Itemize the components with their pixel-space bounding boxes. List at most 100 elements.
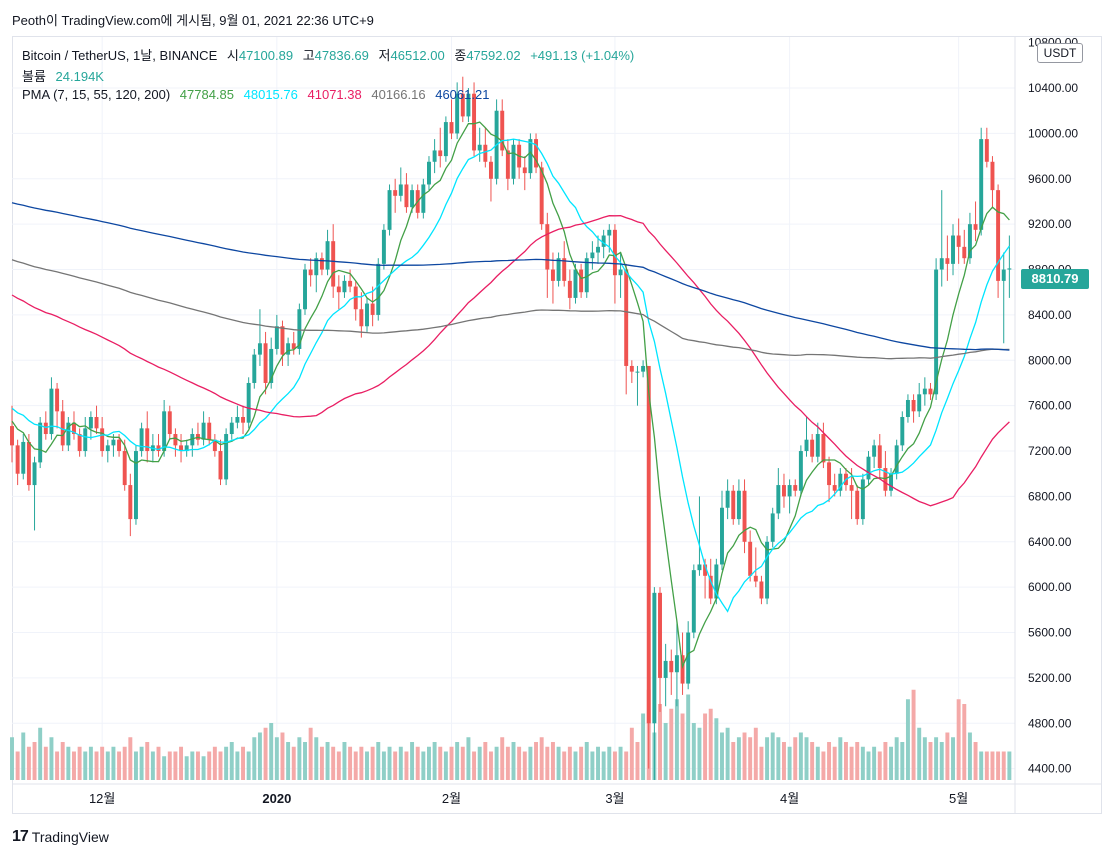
volume-bar	[365, 751, 369, 780]
volume-bar	[534, 742, 539, 780]
candle-body	[652, 592, 657, 724]
volume-bar	[680, 713, 685, 780]
high-label: 고	[302, 48, 315, 63]
volume-bar	[934, 737, 939, 780]
volume-bar	[449, 746, 454, 780]
candle-body	[748, 541, 753, 576]
currency-badge[interactable]: USDT	[1037, 43, 1083, 63]
price-tick-label: 7200.00	[1028, 444, 1072, 458]
volume-bar	[556, 746, 561, 780]
candle-body	[618, 269, 623, 276]
volume-bar	[545, 746, 550, 780]
volume-bar	[145, 742, 150, 780]
volume-bar	[765, 737, 770, 780]
time-tick-label: 3월	[605, 791, 624, 806]
volume-bar	[889, 746, 894, 780]
close-label: 종	[454, 48, 467, 63]
volume-bar	[359, 746, 364, 780]
volume-bar	[686, 694, 691, 780]
volume-bar	[342, 742, 347, 780]
volume-bar	[584, 742, 589, 780]
candle-body	[353, 286, 358, 310]
tradingview-logo-icon: 17	[12, 828, 29, 845]
volume-value: 24.194K	[55, 69, 104, 84]
candle-body	[731, 490, 736, 520]
volume-bar	[725, 727, 730, 780]
candle-body	[111, 439, 116, 446]
volume-bar	[460, 746, 465, 780]
volume-bar	[72, 751, 76, 780]
volume-bar	[167, 751, 172, 780]
candle-body	[224, 434, 229, 480]
volume-bar	[641, 713, 646, 780]
candle-body	[810, 439, 815, 457]
candle-body	[88, 417, 93, 429]
candle-body	[167, 411, 172, 435]
price-tick-label: 10400.00	[1028, 81, 1078, 95]
price-tick-label: 10000.00	[1028, 126, 1078, 140]
volume-bar	[162, 756, 167, 780]
candle-body	[1001, 269, 1006, 281]
volume-bar	[810, 742, 815, 780]
volume-bar	[691, 723, 696, 780]
candle-body	[314, 258, 319, 276]
candle-body	[66, 422, 71, 446]
volume-bar	[466, 737, 471, 780]
volume-bar	[353, 751, 358, 780]
candle-body	[263, 343, 268, 383]
candle-body	[472, 93, 477, 151]
candle-body	[539, 167, 544, 225]
candle-body	[286, 343, 291, 355]
volume-bar	[979, 751, 984, 780]
volume-bar	[669, 708, 674, 780]
volume-bar	[793, 737, 798, 780]
candle-body	[308, 269, 313, 276]
price-tick-label: 9200.00	[1028, 217, 1072, 231]
volume-bar	[286, 742, 291, 780]
volume-bar	[573, 751, 578, 780]
candle-body	[241, 417, 246, 423]
volume-bar	[877, 751, 882, 780]
candle-body	[686, 632, 691, 684]
candle-body	[522, 167, 527, 174]
symbol-name[interactable]: Bitcoin / TetherUS, 1날, BINANCE	[22, 48, 218, 63]
candle-body	[967, 224, 972, 259]
candle-body	[990, 161, 995, 191]
volume-label[interactable]: 볼륨	[22, 69, 46, 84]
volume-bar	[308, 727, 313, 780]
volume-bar	[319, 746, 324, 780]
candle-body	[928, 388, 933, 395]
candle-body	[190, 434, 195, 446]
volume-bar	[438, 746, 443, 780]
candle-body	[573, 269, 578, 298]
pma-label[interactable]: PMA (7, 15, 55, 120, 200)	[22, 87, 171, 102]
volume-bar	[855, 742, 860, 780]
volume-bar	[421, 751, 426, 780]
volume-bar	[804, 737, 809, 780]
volume-bar	[43, 746, 48, 780]
volume-bar	[1001, 751, 1006, 780]
time-axis: 12월 2020 2월 3월 4월 5월	[12, 783, 1102, 806]
volume-bar	[387, 746, 392, 780]
volume-bar	[117, 751, 122, 780]
price-tick-label: 6800.00	[1028, 489, 1072, 503]
candle-body	[500, 110, 505, 151]
volume-bar	[996, 751, 1001, 780]
volume-bar	[150, 751, 155, 780]
footer-brand[interactable]: 17 TradingView	[12, 828, 109, 846]
volume-bar	[10, 737, 14, 780]
volume-bar	[432, 742, 437, 780]
time-tick-label: 2020	[262, 791, 291, 806]
candle-body	[235, 417, 240, 423]
candle-body	[945, 258, 950, 264]
candle-body	[624, 269, 629, 366]
volume-bar	[297, 737, 302, 780]
candle-body	[10, 426, 14, 446]
pma-value-55: 41071.38	[307, 87, 362, 102]
volume-bar	[827, 742, 832, 780]
candle-body	[252, 354, 257, 383]
volume-bar	[973, 742, 978, 780]
volume-bar	[60, 742, 65, 780]
pma-line-55	[11, 215, 1010, 507]
